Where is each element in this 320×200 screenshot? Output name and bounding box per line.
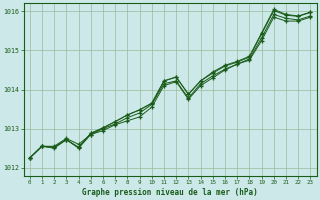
X-axis label: Graphe pression niveau de la mer (hPa): Graphe pression niveau de la mer (hPa) <box>82 188 258 197</box>
